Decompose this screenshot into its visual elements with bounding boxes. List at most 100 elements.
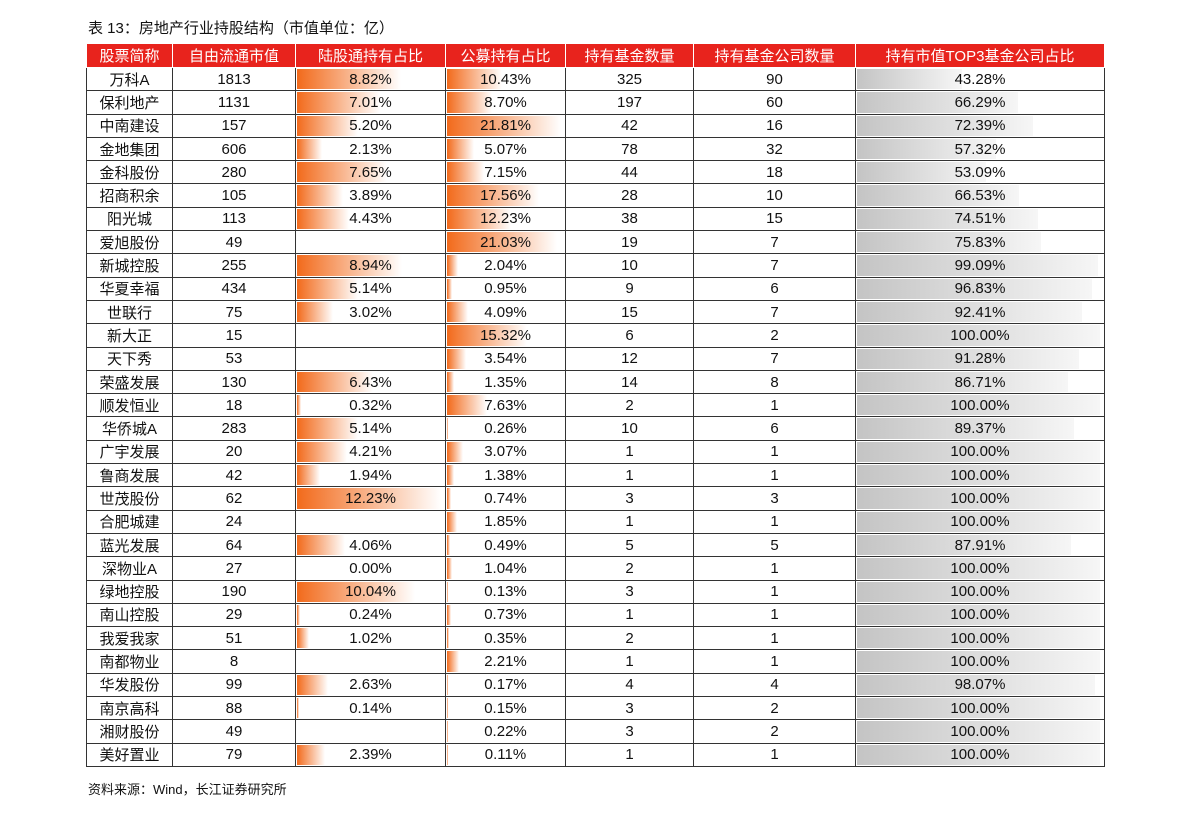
table-cell: 1 [565,439,694,465]
header-cell: 持有基金数量 [565,43,694,68]
data-bar [447,371,455,393]
cell-text: 10 [621,420,638,438]
data-bar [857,744,1100,765]
cell-text: 2.39% [349,746,392,764]
data-bar [857,69,963,90]
cell-text: 2 [625,396,634,414]
table-cell: 1.35% [445,369,566,395]
cell-text: 2 [625,559,634,577]
data-bar [857,138,997,160]
cell-text: 1 [770,513,779,531]
data-bar [447,604,451,626]
table-row: 中南建设 157 5.20% 21.81% 42 16 72.39% [86,113,1105,138]
cell-text: 天下秀 [106,351,152,369]
table-cell: 66.53% [855,183,1105,208]
table-cell: 38 [565,206,694,232]
table-row: 华侨城A 283 5.14% 0.26% 10 6 89.37% [86,416,1105,441]
cell-text: 51 [225,629,243,647]
cell-text: 1 [770,583,779,601]
table-cell: 29 [172,602,296,628]
cell-text: 2.63% [349,676,392,694]
cell-text: 10.43% [480,70,531,88]
cell-text: 18 [225,396,243,414]
source-note: 资料来源：Wind，长江证券研究所 [88,782,287,797]
table-cell: 2 [693,696,856,721]
cell-text: 7 [770,350,779,368]
cell-text: 2.04% [484,257,527,275]
cell-text: 99.09% [954,257,1006,275]
table-cell: 6.43% [295,369,446,395]
cell-text: 2 [625,629,634,647]
cell-text: 5.14% [349,280,392,298]
cell-text: 0.32% [349,396,392,414]
cell-text: 1.85% [484,513,527,531]
table-cell: 57.32% [855,136,1105,162]
table-cell: 255 [172,253,296,278]
data-bar [447,441,464,463]
table-cell: 100.00% [855,439,1105,465]
cell-text: 5 [770,536,779,554]
table-cell: 绿地控股 [86,579,173,604]
table-row: 深物业A 27 0.00% 1.04% 2 1 100.00% [86,556,1105,581]
table-cell: 53.09% [855,160,1105,185]
cell-text: 6 [770,420,779,438]
table-cell: 3 [693,486,856,511]
data-bar [857,581,1100,602]
table-cell: 18 [172,393,296,418]
cell-text: 1 [770,443,779,461]
cell-text: 1 [770,629,779,647]
table-cell: 南山控股 [86,602,173,628]
cell-text: 1 [770,653,779,671]
table-cell: 5.14% [295,276,446,301]
table-cell: 0.26% [445,416,566,441]
table-cell: 5.14% [295,416,446,441]
table-cell: 44 [565,160,694,185]
table-cell: 86.71% [855,369,1105,395]
data-bar [857,92,1019,113]
table-row: 合肥城建 24 1.85% 1 1 100.00% [86,509,1105,534]
data-bar [857,651,1100,672]
table-cell: 0.11% [445,742,566,767]
cell-text: 3 [625,699,634,717]
table-row: 南都物业 8 2.21% 1 1 100.00% [86,649,1105,674]
data-bar [297,581,416,602]
cell-text: 南京高科 [99,700,160,718]
cell-text: 100.00% [950,466,1010,484]
table-cell: 深物业A [86,556,173,581]
cell-text: 3.54% [484,350,527,368]
cell-text: 4.06% [349,536,392,554]
table-cell: 8.70% [445,90,566,115]
table-cell: 157 [172,113,296,138]
cell-text: 2.21% [484,653,527,671]
header-cell: 陆股通持有占比 [295,43,446,68]
table-row: 世联行 75 3.02% 4.09% 15 7 92.41% [86,299,1105,325]
table-cell: 190 [172,579,296,604]
table-cell: 100.00% [855,463,1105,488]
cell-text: 4 [625,676,634,694]
data-bar [857,162,986,183]
data-bar [857,255,1098,276]
header-cell: 自由流通市值 [172,43,296,68]
cell-text: 0.17% [484,676,527,694]
table-cell: 世茂股份 [86,486,173,511]
table-cell: 1.02% [295,626,446,651]
cell-text: 3.89% [349,187,392,205]
table-row: 金地集团 606 2.13% 5.07% 78 32 57.32% [86,136,1105,162]
table-row: 南山控股 29 0.24% 0.73% 1 1 100.00% [86,602,1105,628]
table-cell: 100.00% [855,649,1105,674]
cell-text: 5 [625,536,634,554]
table-cell: 合肥城建 [86,509,173,534]
table-cell: 15 [565,299,694,325]
table-cell: 0.00% [295,556,446,581]
table-cell: 49 [172,230,296,255]
table-cell: 7 [693,230,856,255]
cell-text: 157 [221,117,247,135]
cell-text: 100.00% [950,559,1010,577]
cell-text: 15 [621,303,638,321]
cell-text: 18 [766,163,783,181]
table-cell: 0.24% [295,602,446,628]
cell-text: 0.00% [349,559,392,577]
data-bar [857,325,1100,346]
cell-text: 3 [625,722,634,740]
cell-text: 8 [229,653,239,671]
